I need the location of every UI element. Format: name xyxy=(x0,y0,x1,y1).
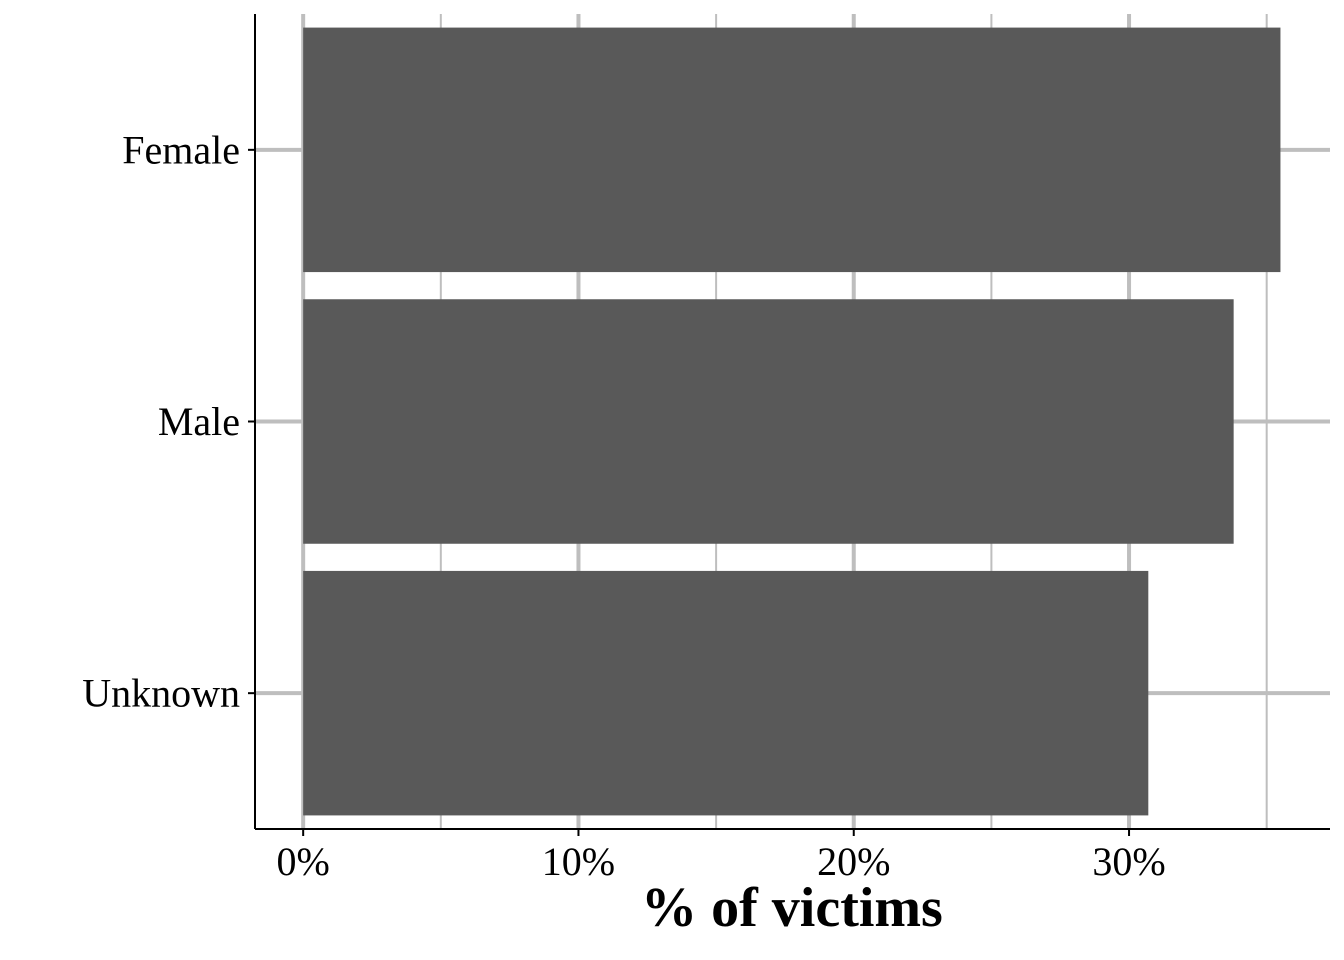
y-tick-label: Female xyxy=(122,127,240,172)
x-tick-label: 20% xyxy=(817,839,890,884)
axes xyxy=(248,14,1330,836)
tick-labels: Female Male Unknown 0% 10% 20% 30% xyxy=(82,127,1165,884)
x-axis-title: % of victims xyxy=(641,877,943,939)
bar-unknown xyxy=(303,570,1149,816)
y-tick-label: Unknown xyxy=(82,671,240,716)
x-tick-label: 30% xyxy=(1092,839,1165,884)
x-tick-label: 10% xyxy=(542,839,615,884)
x-tick-label: 0% xyxy=(277,839,330,884)
bar-female xyxy=(303,27,1281,273)
bars xyxy=(303,27,1281,816)
y-tick-label: Male xyxy=(158,399,240,444)
bar-male xyxy=(303,299,1234,544)
